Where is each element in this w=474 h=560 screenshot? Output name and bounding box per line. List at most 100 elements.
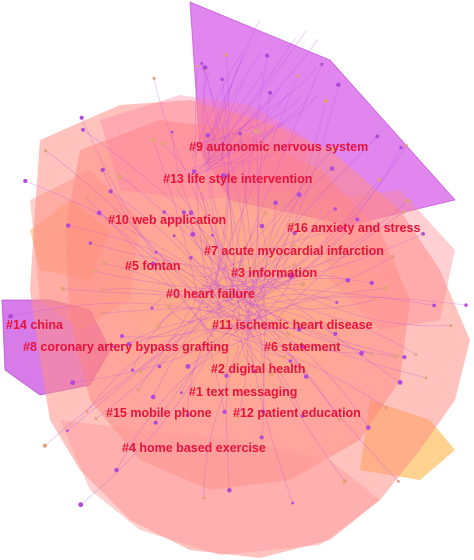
- node-dot: [292, 263, 297, 267]
- link-strand: [155, 320, 240, 423]
- node-dot: [160, 141, 165, 146]
- link-strand: [239, 133, 258, 288]
- link-strand: [219, 298, 369, 428]
- node-dot: [359, 250, 363, 255]
- node-dot: [393, 354, 398, 359]
- node-dot: [382, 286, 387, 291]
- link-strand: [194, 65, 207, 278]
- link-strand: [176, 189, 213, 307]
- link-strand: [45, 150, 215, 318]
- link-strand: [253, 147, 402, 300]
- link-strand: [242, 310, 307, 377]
- link-strand: [207, 135, 255, 284]
- node-dot: [268, 371, 274, 377]
- link-strand: [213, 54, 230, 288]
- link-strand: [25, 180, 252, 307]
- link-strand: [230, 55, 268, 282]
- node-dot: [205, 133, 211, 138]
- link-strand: [266, 274, 451, 327]
- link-strand: [213, 175, 232, 293]
- node-dot: [402, 355, 407, 360]
- link-strand: [208, 285, 291, 362]
- node-dot: [79, 115, 84, 120]
- node-dot: [259, 435, 264, 440]
- cluster-label-16: #16 anxiety and stress: [287, 221, 420, 235]
- node-dot: [396, 479, 400, 483]
- link-strand: [214, 133, 298, 165]
- node-dot: [204, 237, 209, 242]
- node-dot: [175, 188, 179, 191]
- link-strand: [221, 80, 246, 160]
- node-dot: [114, 467, 119, 473]
- link-strand: [201, 285, 435, 306]
- link-strand: [190, 257, 253, 282]
- node-dot: [377, 177, 382, 182]
- link-strand: [212, 234, 265, 327]
- node-dot: [335, 300, 339, 304]
- node-dot: [150, 261, 156, 267]
- node-dot: [202, 496, 206, 500]
- link-strand: [247, 202, 277, 299]
- cluster-label-11: #11 ischemic heart disease: [212, 318, 373, 332]
- node-dot: [323, 322, 329, 328]
- node-dot: [224, 53, 229, 57]
- link-strand: [86, 328, 203, 412]
- node-dot: [265, 53, 270, 58]
- link-strand: [200, 190, 228, 284]
- link-strand: [203, 66, 221, 152]
- link-strand: [266, 84, 339, 272]
- link-strand: [240, 309, 336, 335]
- cluster-label-1: #1 text messaging: [189, 385, 297, 399]
- node-dot: [296, 74, 300, 78]
- link-strand: [173, 235, 244, 321]
- link-strand: [151, 289, 225, 309]
- link-strand: [221, 61, 243, 162]
- node-dot: [253, 128, 259, 134]
- link-strand: [183, 212, 254, 292]
- link-strand: [159, 325, 263, 367]
- node-dot: [94, 416, 98, 421]
- link-strand: [116, 332, 268, 471]
- link-strand: [208, 94, 318, 161]
- node-dot: [323, 98, 329, 104]
- node-dot: [300, 414, 305, 418]
- node-dot: [191, 169, 197, 174]
- node-dot: [282, 354, 287, 360]
- node-dot: [66, 223, 71, 228]
- link-strand: [248, 100, 327, 291]
- link-strand: [217, 324, 326, 331]
- node-dot: [289, 272, 295, 278]
- link-strand: [137, 273, 212, 391]
- cluster-label-5: #5 fontan: [125, 259, 181, 273]
- link-strand: [152, 298, 228, 398]
- link-strand: [217, 285, 405, 358]
- link-strand: [112, 272, 267, 347]
- node-dot: [211, 233, 214, 237]
- node-dot: [310, 229, 314, 233]
- link-strand: [253, 145, 407, 290]
- node-dot: [464, 303, 468, 307]
- node-dot: [402, 210, 406, 214]
- link-strand: [199, 30, 307, 173]
- link-strand: [209, 277, 372, 355]
- link-strand: [140, 306, 224, 373]
- node-dot: [390, 254, 395, 260]
- node-dot: [44, 149, 48, 153]
- link-strand: [187, 314, 231, 416]
- node-dot: [421, 231, 425, 236]
- link-strand: [225, 176, 252, 306]
- link-strand: [155, 251, 216, 297]
- link-strand: [204, 233, 424, 296]
- node-dot: [414, 353, 418, 356]
- link-strand: [10, 302, 244, 322]
- node-dot: [162, 210, 166, 214]
- node-dot: [202, 65, 208, 71]
- link-strand: [68, 225, 234, 302]
- node-dot: [223, 174, 228, 179]
- link-strand: [205, 291, 396, 357]
- node-dot: [405, 198, 411, 204]
- link-strand: [226, 333, 239, 376]
- cluster-label-2: #2 digital health: [211, 362, 305, 376]
- node-dot: [290, 222, 296, 227]
